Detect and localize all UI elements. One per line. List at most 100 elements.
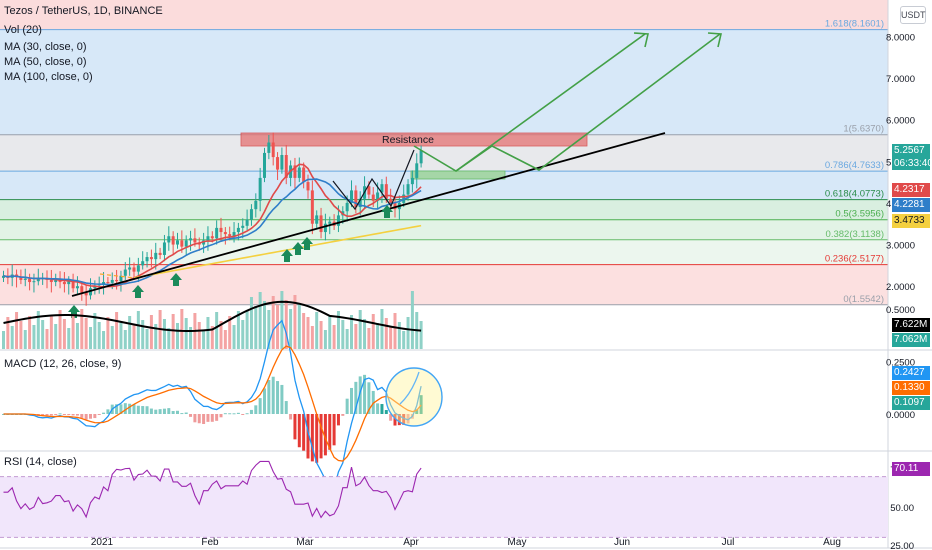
candle-body (180, 240, 184, 247)
volume-bar (167, 328, 171, 349)
candle-body (67, 281, 71, 285)
macd-histogram-bar (149, 408, 153, 414)
rsi-line (3, 460, 422, 519)
macd-histogram-bar (45, 414, 49, 416)
volume-bar (215, 312, 219, 349)
volume-bar (202, 331, 206, 349)
candle-body (123, 269, 127, 276)
candle-body (162, 242, 166, 255)
volume-bar (223, 330, 227, 349)
candle-body (223, 232, 227, 235)
volume-bar (245, 311, 249, 349)
volume-bar (367, 328, 371, 349)
ascending-trendline (71, 132, 666, 297)
candle-body (84, 292, 88, 296)
volume-price-tag: 7.622M (892, 318, 930, 332)
candle-body (28, 278, 32, 283)
volume-bar (236, 311, 240, 349)
macd-histogram-bar (341, 414, 345, 416)
macd-histogram-bar (49, 414, 53, 416)
macd-histogram-bar (115, 404, 119, 414)
candle-body (415, 163, 419, 178)
volume-bar (289, 309, 293, 349)
macd-axis-tick: 0.5000 (886, 305, 915, 316)
macd-histogram-bar (363, 374, 367, 414)
volume-bar (254, 306, 258, 349)
candle-body (393, 202, 397, 210)
candle-body (371, 194, 375, 201)
candle-body (376, 192, 380, 201)
candle-body (358, 198, 362, 208)
volume-bar (10, 326, 14, 349)
macd-histogram-bar (176, 410, 179, 414)
macd-highlight-circle (385, 367, 443, 427)
fib-level-label: 0.5(3.5956) (835, 209, 884, 220)
volume-bar (136, 311, 140, 349)
volume-bar (54, 324, 58, 349)
candle-body (167, 236, 171, 243)
time-axis-tick: 2021 (91, 537, 114, 548)
macd-histogram-bar (210, 414, 214, 422)
volume-bar (319, 321, 323, 349)
volume-bar (406, 317, 410, 349)
volume-bar (332, 325, 336, 349)
volume-bar (115, 312, 119, 349)
price-axis-tick: 3.0000 (886, 241, 915, 252)
macd-histogram-bar (367, 382, 371, 414)
macd-histogram-bar (184, 412, 188, 414)
volume-bar (228, 316, 232, 349)
macd-histogram-bar (406, 414, 410, 424)
macd-histogram-bar (102, 412, 106, 414)
macd-histogram-bar (263, 388, 266, 414)
macd-histogram-bar (315, 414, 319, 463)
macd-histogram-bar (271, 376, 275, 414)
macd-value-tag: 0.2427 (892, 366, 930, 380)
macd-histogram-bar (223, 413, 227, 415)
volume-bar (323, 330, 327, 349)
volume-bar (41, 320, 45, 349)
candle-body (215, 227, 219, 239)
macd-histogram-bar (280, 384, 284, 414)
volume-bar (393, 313, 397, 349)
macd-histogram-bar (297, 414, 301, 448)
fib-band (0, 199, 888, 220)
candle-body (232, 232, 236, 237)
volume-bar (206, 317, 210, 349)
volume-bar (80, 309, 84, 349)
volume-bar (293, 295, 297, 349)
price-axis-tick: 6.0000 (886, 116, 915, 127)
volume-bar (341, 320, 345, 349)
volume-bar (249, 297, 253, 349)
buy-arrow-icon (381, 205, 393, 218)
candle-body (241, 225, 245, 228)
macd-histogram-bar (267, 379, 271, 414)
macd-histogram-bar (350, 387, 353, 414)
buy-arrow-icon (292, 242, 304, 255)
macd-histogram-bar (84, 414, 88, 420)
macd-histogram-bar (189, 414, 193, 417)
candle-body (319, 215, 323, 233)
volume-bar (45, 329, 49, 349)
candle-body (336, 215, 340, 226)
candle-body (132, 267, 136, 272)
candle-body (345, 202, 349, 212)
time-axis-tick: Mar (296, 537, 314, 548)
volume-bar (119, 321, 123, 349)
candle-body (310, 190, 314, 224)
candle-body (249, 209, 253, 220)
candle-body (297, 167, 301, 178)
candle-body (80, 286, 84, 293)
volume-bar (376, 323, 380, 349)
ma30-price-tag: 4.2317 (892, 183, 930, 197)
volume-bar (145, 329, 149, 349)
rsi-axis-tick: 25.00 (890, 541, 914, 550)
macd-histogram-bar (141, 406, 145, 414)
volume-bar (154, 324, 158, 349)
candle-body (254, 200, 258, 210)
candle-body (380, 184, 384, 193)
candle-body (19, 277, 23, 280)
macd-histogram-bar (106, 409, 110, 414)
candle-body (154, 252, 158, 260)
currency-button[interactable]: USDT (900, 6, 926, 24)
